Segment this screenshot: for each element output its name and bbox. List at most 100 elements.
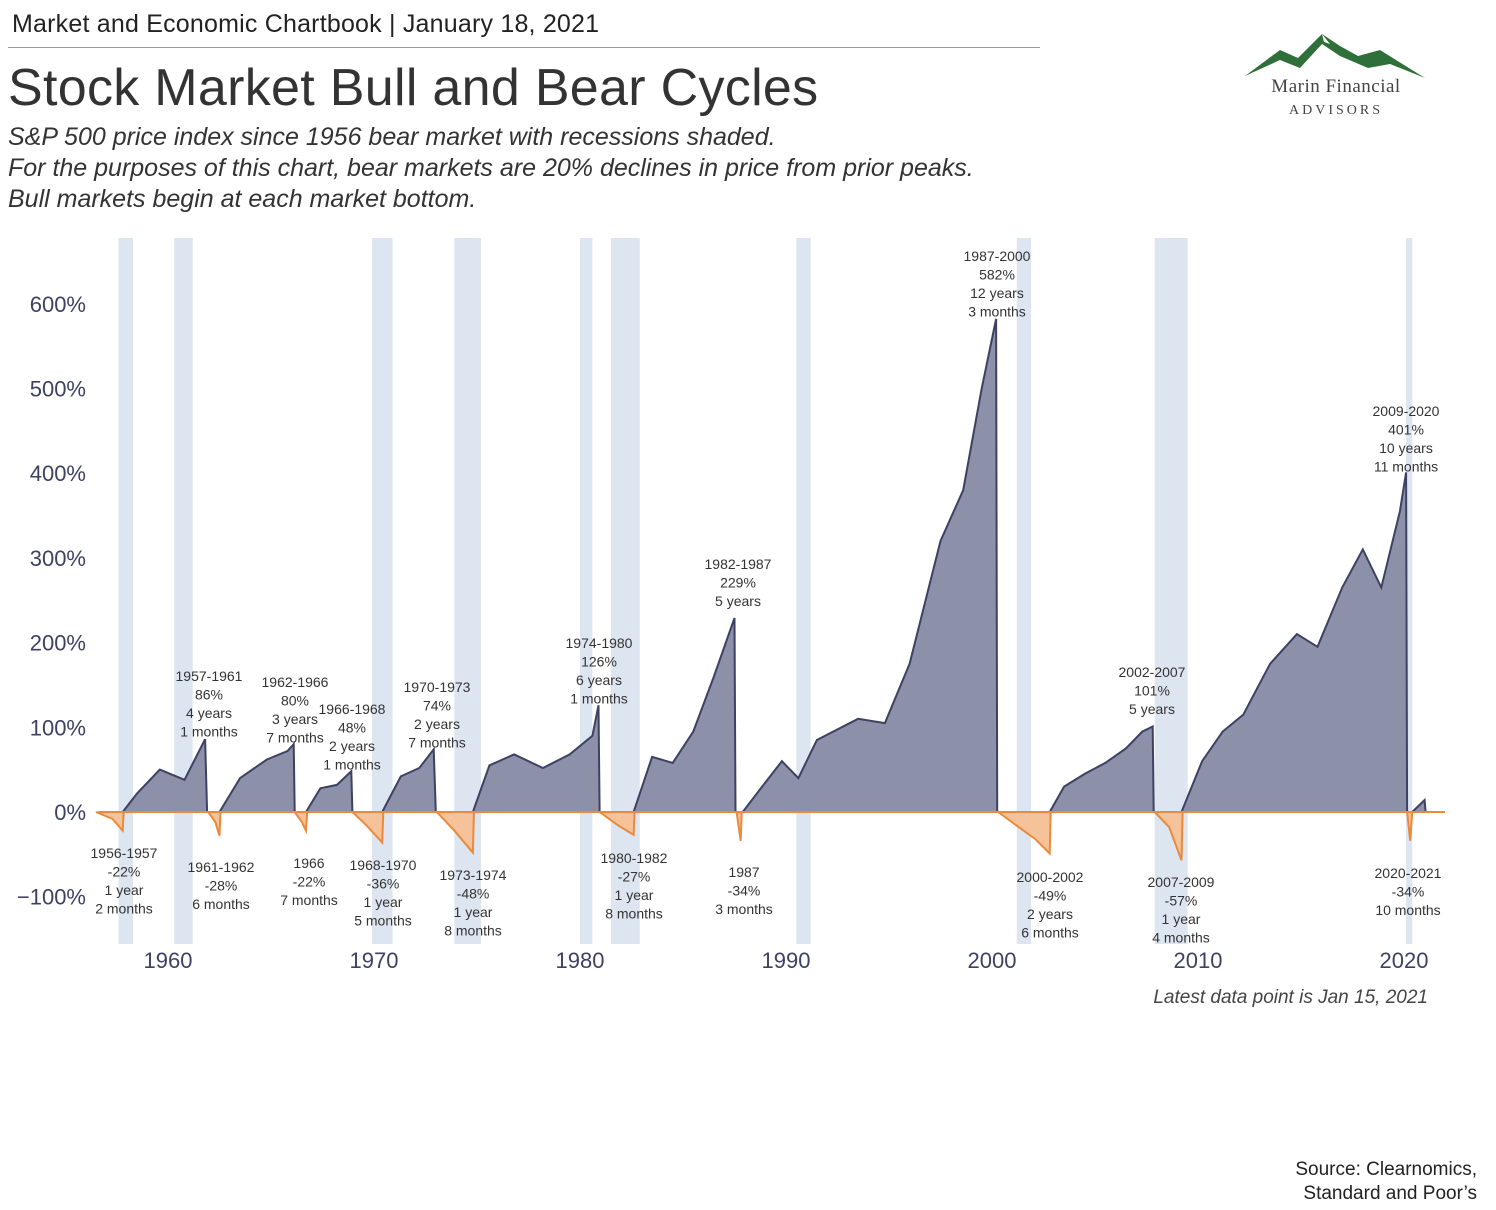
bear-annotation-line: 1 year [105,882,144,898]
bear-annotation: 1987 -34% 3 months [715,864,773,917]
bear-market-7-line [735,811,743,841]
bull-annotation: 1962-1966 80% 3 years 7 months [262,674,329,746]
page-title: Stock Market Bull and Bear Cycles [8,59,819,117]
bull-annotation-line: 80% [281,693,309,709]
bear-annotation-line: -34% [728,883,761,899]
source-line-1: Source: Clearnomics, [1295,1159,1477,1180]
bull-market-10-line [1411,797,1427,813]
bear-annotation-line: -22% [108,864,141,880]
bear-annotation: 2000-2002 -49% 2 years 6 months [1017,869,1084,941]
bear-annotation-line: 6 months [1021,925,1079,941]
x-tick-label: 1990 [762,948,811,973]
bull-annotation: 1957-1961 86% 4 years 1 months [176,668,243,740]
recession-band-10 [1406,238,1413,944]
bear-annotation: 1961-1962 -28% 6 months [188,859,255,912]
bull-annotation-line: 1 months [570,691,628,707]
bear-annotation: 1968-1970 -36% 1 year 5 months [350,857,417,929]
bull-annotation-line: 5 years [1129,701,1175,717]
bear-annotation: 2020-2021 -34% 10 months [1375,865,1442,918]
bull-annotation-line: 6 years [576,672,622,688]
bear-annotation-line: -48% [457,886,490,902]
recession-band-7 [796,238,811,944]
bear-annotation-line: 1973-1974 [440,867,507,883]
header-divider [8,47,1040,48]
bull-market-8-area [1049,726,1154,812]
mountain-logo-icon [1245,34,1425,78]
bull-annotation-line: 86% [195,687,223,703]
bull-market-4-line [381,746,437,813]
bull-market-5-area [472,705,600,812]
bear-annotation: 1966 -22% 7 months [280,855,338,908]
bear-market-8-area [998,812,1051,854]
bear-annotation-line: -22% [293,874,326,890]
bear-market-8-line [997,811,1052,856]
bull-annotation: 1970-1973 74% 2 years 7 months [404,679,471,751]
recession-band-3 [371,238,393,944]
bull-market-3-line [305,769,354,813]
latest-data-note: Latest data point is Jan 15, 2021 [1153,987,1428,1008]
source-line-2: Standard and Poor’s [1303,1183,1477,1204]
bear-market-9-area [1154,812,1183,861]
bull-annotation-line: 2 years [329,738,375,754]
bull-annotation: 1974-1980 126% 6 years 1 months [566,635,633,707]
bull-annotation-line: 101% [1134,683,1170,699]
bear-annotation-line: 3 months [715,901,773,917]
x-tick-label: 1960 [144,948,193,973]
bull-market-8-line [1048,724,1155,813]
y-tick-label: 400% [30,461,86,486]
bull-market-2-line [218,741,296,813]
chartbook-header: Market and Economic Chartbook | January … [12,10,600,38]
bull-annotation-line: 2002-2007 [1119,664,1186,680]
bear-annotation-line: -57% [1165,893,1198,909]
bull-annotation-line: 1966-1968 [319,701,386,717]
x-tick-label: 2010 [1174,948,1223,973]
bull-market-7-area [742,319,998,812]
bear-annotation-line: 2000-2002 [1017,869,1084,885]
bull-annotation-line: 1982-1987 [705,556,772,572]
logo-subtitle: ADVISORS [1288,103,1383,118]
bull-annotation-line: 1962-1966 [262,674,329,690]
bull-annotation-line: 2 years [414,716,460,732]
bear-market-3-line [293,811,309,835]
y-tick-label: 500% [30,377,86,402]
bull-annotation-line: 48% [338,720,366,736]
bear-annotation-line: -28% [205,878,238,894]
bear-annotation-line: 7 months [280,892,338,908]
bull-annotation-line: 582% [979,267,1015,283]
bull-market-9-line [1180,472,1409,813]
bear-annotation-line: 1961-1962 [188,859,255,875]
bull-annotation-line: 1 months [180,724,238,740]
bear-annotation-line: 10 months [1375,902,1440,918]
bull-annotation: 2009-2020 401% 10 years 11 months [1373,403,1440,475]
recession-band-5 [580,238,593,944]
bull-annotation-line: 2009-2020 [1373,403,1440,419]
bear-annotation-line: 6 months [192,896,250,912]
bull-annotation-line: 126% [581,654,617,670]
recession-band-2 [174,238,193,944]
x-tick-label: 1970 [350,948,399,973]
bear-annotation-line: 1956-1957 [91,845,158,861]
bear-annotation-line: 2 months [95,901,153,917]
subtitle-line-2: For the purposes of this chart, bear mar… [8,154,974,182]
bear-annotation-line: 1966 [293,855,324,871]
bear-market-2-area [208,812,221,836]
bull-market-6-line [632,617,737,813]
bear-annotation: 1980-1982 -27% 1 year 8 months [601,850,668,922]
bull-market-5-line [471,705,601,813]
bull-annotation-line: 11 months [1374,459,1438,475]
bear-market-1-area [95,812,124,831]
bull-market-1-area [122,739,208,812]
bear-annotation-line: 2007-2009 [1148,874,1215,890]
bull-annotation-line: 74% [423,698,451,714]
bull-annotation-line: 10 years [1379,440,1433,456]
y-tick-label: −100% [17,885,86,910]
bear-annotation-line: 1987 [728,864,759,880]
bull-annotation: 1966-1968 48% 2 years 1 months [319,701,386,773]
bear-annotation-line: 5 months [354,913,412,929]
bull-annotation-line: 7 months [266,730,324,746]
x-tick-label: 2000 [968,948,1017,973]
bull-annotation-line: 7 months [408,735,466,751]
bear-annotation-line: 1 year [454,904,493,920]
bull-annotation-line: 1970-1973 [404,679,471,695]
